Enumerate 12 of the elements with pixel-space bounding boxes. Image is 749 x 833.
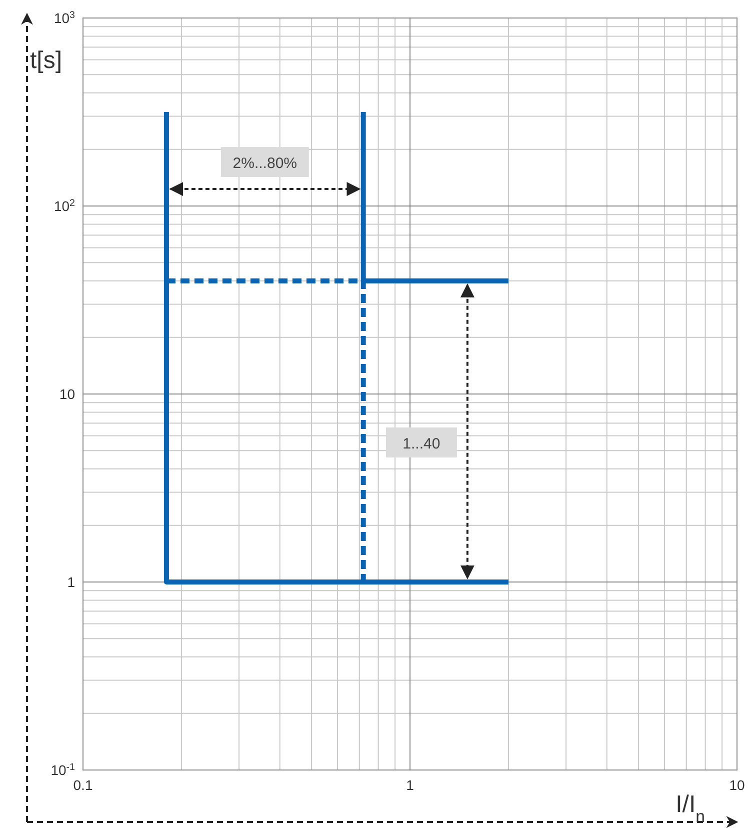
y-tick-label: 10$^{3}$ xyxy=(54,10,76,26)
annotation: 1...40 xyxy=(402,435,440,452)
y-tick-label: 1 xyxy=(67,574,76,590)
x-tick-label: 10 xyxy=(729,777,745,793)
x-tick-label: 0.1 xyxy=(73,777,93,793)
y-tick-label: 10$^{2}$ xyxy=(54,198,75,214)
x-tick-label: 1 xyxy=(406,777,414,793)
annotation: 2%...80% xyxy=(232,155,298,172)
y-axis-title: t[s] xyxy=(30,47,62,74)
y-tick-label: 10$^{-1}$ xyxy=(50,762,75,778)
x-axis-title: I/I$_{n}$ xyxy=(676,791,705,826)
y-tick-label: 10 xyxy=(59,386,76,402)
